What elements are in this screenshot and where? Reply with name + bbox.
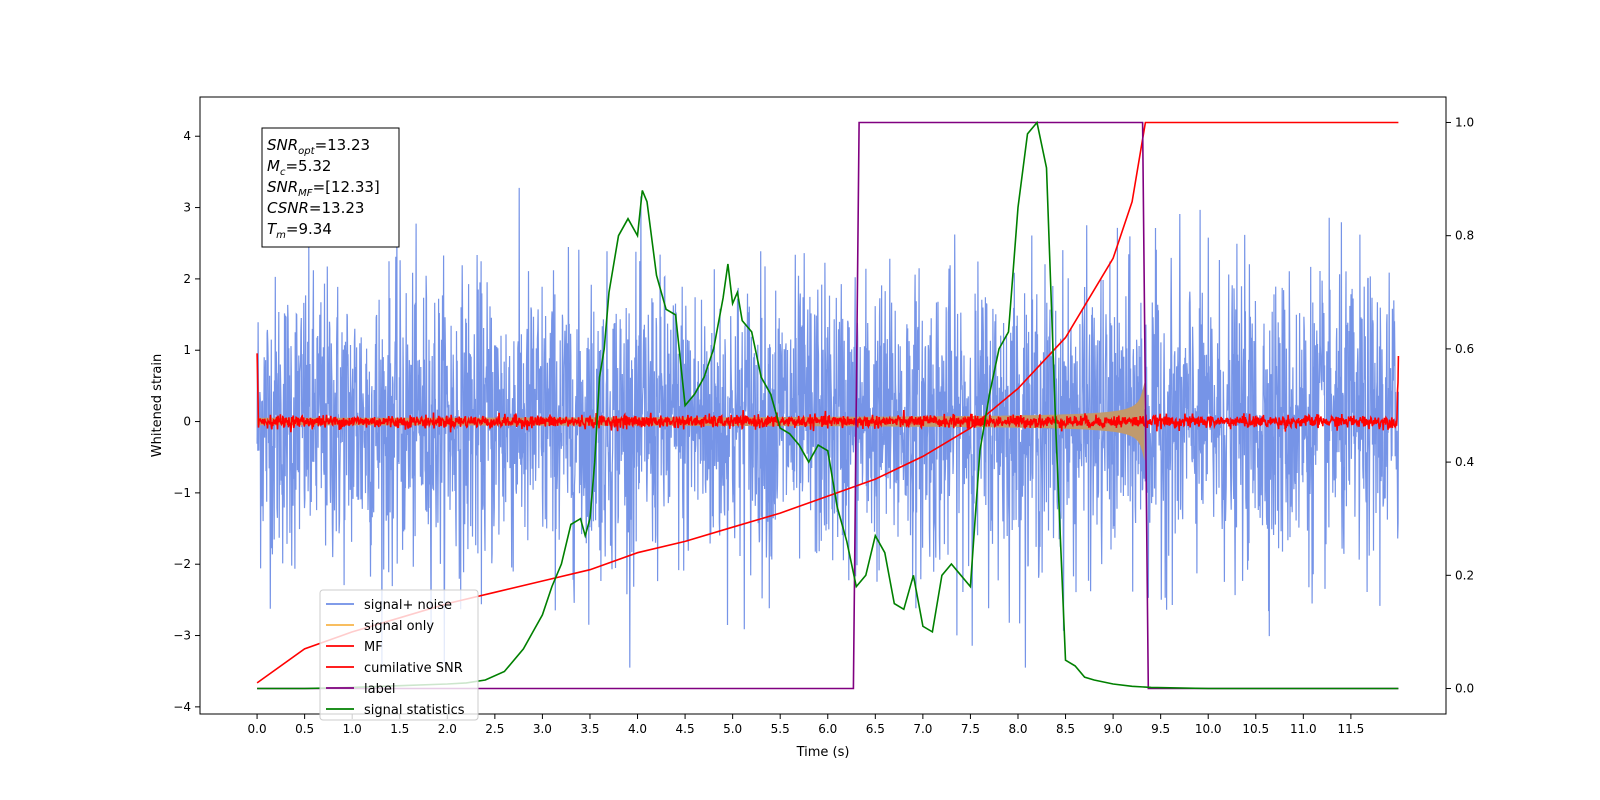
y-tick-label: 1 [183,343,191,357]
info-box: SNRopt=13.23Mc=5.32SNRMF=[12.33]CSNR=13.… [261,127,400,248]
x-tick-label: 1.5 [390,722,409,736]
y-tick-label: −4 [173,700,191,714]
x-tick-label: 6.5 [866,722,885,736]
x-tick-label: 0.0 [248,722,267,736]
legend-frame [319,589,479,721]
y-tick-label: −3 [173,629,191,643]
legend: signal+ noise signal only MF cumilative SNR… [319,589,479,721]
series-signal-statistics [257,120,1399,690]
x-tick-label: 4.5 [676,722,695,736]
legend-label: signal statistics [364,703,465,718]
x-tick-label: 7.5 [961,722,980,736]
x-tick-label: 0.5 [295,722,314,736]
y2-tick-label: 0.6 [1455,342,1474,356]
x-tick-label: 3.5 [580,722,599,736]
info-line: SNRMF=[12.33] [267,178,380,199]
x-axis-label: Time (s) [796,745,850,760]
legend-label: label [364,682,395,697]
axes: 0.0 0.5 1.0 1.5 2.0 2.5 3.0 3.5 4.0 4.5 5.0 5.5 6.0 6… [173,96,1474,736]
legend-label: signal only [364,619,434,634]
info-line: Mc=5.32 [267,157,331,178]
x-tick-label: 1.0 [343,722,362,736]
x-tick-label: 5.5 [771,722,790,736]
y-tick-label: −2 [173,557,191,571]
y-axis-label: Whitened strain [150,354,165,457]
info-line: CSNR=13.23 [267,199,364,217]
info-line: Tm=9.34 [267,220,332,241]
legend-label: MF [364,640,383,655]
x-tick-label: 9.0 [1104,722,1123,736]
series-mf [256,353,1400,433]
x-tick-label: 2.0 [438,722,457,736]
legend-label: cumilative SNR [364,661,463,676]
x-tick-label: 4.0 [628,722,647,736]
x-tick-label: 11.5 [1338,722,1365,736]
info-line: SNRopt=13.23 [267,136,370,157]
x-tick-label: 3.0 [533,722,552,736]
y2-tick-label: 0.8 [1455,229,1474,243]
y-tick-label: 2 [183,272,191,286]
y-tick-label: 4 [183,129,191,143]
x-tick-label: 10.5 [1242,722,1269,736]
y2-tick-label: 0.2 [1455,568,1474,582]
x-tick-label: 8.5 [1056,722,1075,736]
x-tick-label: 2.5 [485,722,504,736]
axes-frame [199,96,1447,715]
y-tick-label: 3 [183,201,191,215]
x-tick-label: 11.0 [1290,722,1317,736]
y2-tick-label: 0.4 [1455,455,1474,469]
x-tick-label: 5.0 [723,722,742,736]
x-tick-label: 8.0 [1008,722,1027,736]
y2-tick-label: 0.0 [1455,682,1474,696]
series-signal-noise [256,187,1399,670]
legend-label: signal+ noise [364,598,452,613]
y2-tick-label: 1.0 [1455,115,1474,129]
x-tick-label: 6.0 [818,722,837,736]
y-tick-label: 0 [183,415,191,429]
x-tick-label: 10.0 [1195,722,1222,736]
x-tick-label: 9.5 [1151,722,1170,736]
x-tick-label: 7.0 [913,722,932,736]
info-box-frame [261,127,400,248]
y-tick-label: −1 [173,486,191,500]
